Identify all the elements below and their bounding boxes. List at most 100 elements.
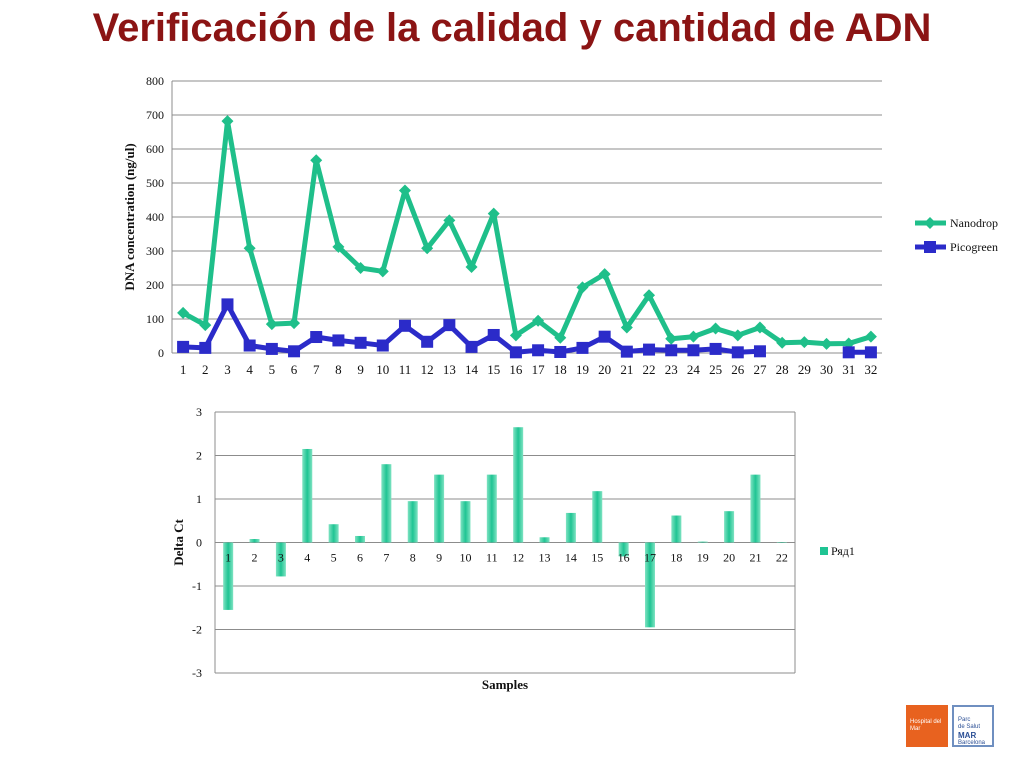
x-tick-label: 25 xyxy=(709,362,722,377)
bar xyxy=(645,542,655,628)
x-tick-label: 24 xyxy=(687,362,701,377)
data-point xyxy=(753,321,766,334)
x-tick-label: 31 xyxy=(842,362,855,377)
bar xyxy=(697,541,708,543)
x-tick-label: 3 xyxy=(278,551,284,565)
data-point xyxy=(576,281,589,294)
data-point xyxy=(665,344,678,357)
data-point xyxy=(687,344,700,357)
data-point xyxy=(753,345,766,358)
legend-swatch xyxy=(820,547,828,555)
x-tick-label: 16 xyxy=(509,362,523,377)
data-point xyxy=(376,339,389,352)
x-tick-label: 11 xyxy=(399,362,412,377)
y-tick-label: 400 xyxy=(146,210,164,224)
x-tick-label: 13 xyxy=(443,362,456,377)
bar xyxy=(513,427,524,543)
data-point xyxy=(620,345,633,358)
data-point xyxy=(643,289,656,302)
data-point xyxy=(842,346,855,359)
data-point xyxy=(687,330,700,343)
y-tick-label: -3 xyxy=(192,666,202,680)
x-tick-label: 19 xyxy=(576,362,589,377)
x-tick-label: 10 xyxy=(376,362,389,377)
data-point xyxy=(798,336,811,349)
data-point xyxy=(776,336,789,349)
data-point xyxy=(532,344,545,357)
data-point xyxy=(221,298,234,311)
series-line-nanodrop xyxy=(181,118,872,347)
bar xyxy=(565,512,576,543)
data-point xyxy=(487,207,500,220)
data-point xyxy=(509,346,522,359)
x-tick-label: 18 xyxy=(670,551,682,565)
y-axis-label: Delta Ct xyxy=(171,519,186,566)
data-point xyxy=(221,115,234,128)
x-tick-label: 11 xyxy=(486,551,498,565)
y-axis-label: DNA concentration (ng/ul) xyxy=(122,143,137,290)
x-tick-label: 5 xyxy=(269,362,276,377)
y-tick-label: 200 xyxy=(146,278,164,292)
data-point xyxy=(576,341,589,354)
x-tick-label: 1 xyxy=(225,551,231,565)
data-point xyxy=(864,346,877,359)
data-point xyxy=(709,322,722,335)
data-point xyxy=(354,336,367,349)
x-tick-label: 13 xyxy=(539,551,551,565)
data-point xyxy=(421,335,434,348)
bar xyxy=(302,448,313,543)
y-tick-label: -2 xyxy=(192,623,202,637)
y-tick-label: -1 xyxy=(192,579,202,593)
data-point xyxy=(177,340,190,353)
x-tick-label: 22 xyxy=(776,551,788,565)
x-tick-label: 4 xyxy=(246,362,253,377)
data-point xyxy=(332,334,345,347)
y-tick-label: 0 xyxy=(196,536,202,550)
y-tick-label: 600 xyxy=(146,142,164,156)
x-tick-label: 5 xyxy=(331,551,337,565)
x-tick-label: 15 xyxy=(591,551,603,565)
x-tick-label: 17 xyxy=(644,551,656,565)
bar xyxy=(275,542,286,577)
data-point xyxy=(199,341,212,354)
y-tick-label: 100 xyxy=(146,312,164,326)
page-title: Verificación de la calidad y cantidad de… xyxy=(92,6,932,50)
bar xyxy=(724,511,735,543)
x-axis-label: Samples xyxy=(482,677,528,692)
bar xyxy=(381,464,392,543)
bar xyxy=(249,539,260,543)
x-tick-label: 8 xyxy=(410,551,416,565)
x-tick-label: 21 xyxy=(749,551,761,565)
data-point xyxy=(243,242,256,255)
bar xyxy=(223,542,234,610)
bar xyxy=(355,535,365,543)
bar xyxy=(407,501,418,543)
x-tick-label: 18 xyxy=(554,362,567,377)
data-point xyxy=(332,240,345,253)
y-tick-label: 0 xyxy=(158,346,164,360)
y-tick-label: 800 xyxy=(146,74,164,88)
x-tick-label: 10 xyxy=(459,551,471,565)
x-tick-label: 30 xyxy=(820,362,833,377)
x-tick-label: 21 xyxy=(620,362,633,377)
bar xyxy=(460,501,471,543)
bar xyxy=(618,542,629,557)
x-tick-label: 20 xyxy=(598,362,611,377)
data-point xyxy=(465,340,478,353)
x-tick-label: 12 xyxy=(421,362,434,377)
bar xyxy=(486,474,497,543)
x-tick-label: 9 xyxy=(436,551,442,565)
data-point xyxy=(731,329,744,342)
x-tick-label: 6 xyxy=(357,551,363,565)
x-tick-label: 20 xyxy=(723,551,735,565)
y-tick-label: 700 xyxy=(146,108,164,122)
x-tick-label: 19 xyxy=(697,551,709,565)
x-tick-label: 29 xyxy=(798,362,811,377)
bar xyxy=(539,537,550,543)
data-point xyxy=(465,260,478,273)
data-point xyxy=(443,319,456,332)
x-tick-label: 14 xyxy=(465,362,479,377)
bar xyxy=(750,474,761,543)
data-point xyxy=(421,242,434,255)
